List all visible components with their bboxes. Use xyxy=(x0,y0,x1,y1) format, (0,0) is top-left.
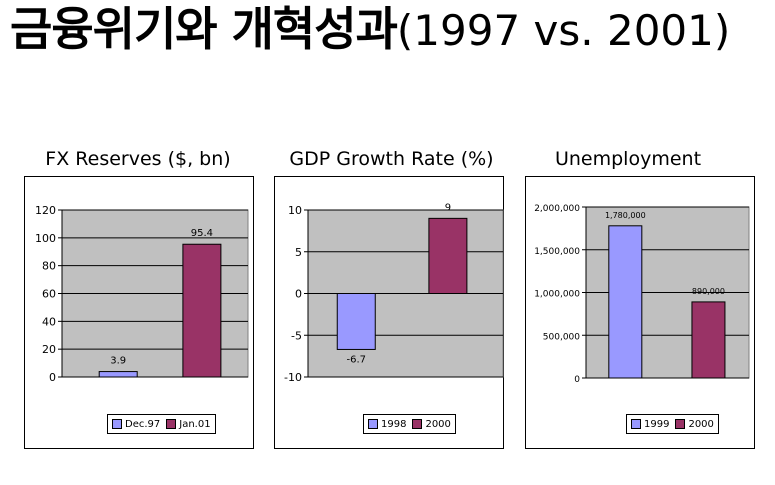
chart-plot-fx-reserves: 0 20 40 60 80 100 120 3.9 95.4 xyxy=(35,204,249,384)
page-title-rest: (1997 vs. 2001) xyxy=(396,6,731,55)
legend-item: 1998 xyxy=(368,419,406,430)
y-tick-label: -10 xyxy=(284,371,302,384)
y-tick-label: -5 xyxy=(291,329,302,342)
y-tick-label: 1,500,000 xyxy=(534,247,580,257)
data-label: -6.7 xyxy=(346,354,366,365)
y-tick-label: 2,000,000 xyxy=(534,204,580,214)
y-tick-label: 10 xyxy=(288,204,302,217)
legend-item: Dec.97 xyxy=(112,419,160,430)
chart-legend: 1998 2000 xyxy=(363,414,456,434)
chart-title-unemployment: Unemployment xyxy=(554,148,702,170)
y-tick-label: 0 xyxy=(49,371,56,384)
y-tick-label: 0 xyxy=(295,288,302,301)
page-title: 금융위기와 개혁성과(1997 vs. 2001) xyxy=(10,6,730,52)
legend-swatch xyxy=(631,419,641,429)
legend-item: Jan.01 xyxy=(166,418,211,430)
legend-label: Jan.01 xyxy=(179,418,211,430)
legend-item: 2000 xyxy=(412,418,451,430)
y-tick-label: 5 xyxy=(295,246,302,259)
legend-label: 1998 xyxy=(381,418,407,430)
chart-plot-unemployment: 0 500,000 1,000,000 1,500,000 2,000,000 1,780… xyxy=(534,204,750,385)
y-tick-label: 100 xyxy=(35,232,56,245)
legend-swatch xyxy=(675,419,686,429)
data-label: 9 xyxy=(445,202,451,213)
chart-panel-fx-reserves: 0 20 40 60 80 100 120 3.9 95.4 Dec.97 Jan.01 xyxy=(24,176,254,449)
chart-legend: 1999 2000 xyxy=(626,414,719,434)
data-label: 1,780,000 xyxy=(605,211,646,220)
y-tick-label: 120 xyxy=(35,204,56,217)
y-tick-label: 500,000 xyxy=(543,332,580,342)
bar xyxy=(336,293,376,350)
bar xyxy=(691,301,726,379)
legend-swatch xyxy=(112,419,122,429)
data-label: 890,000 xyxy=(692,287,725,296)
y-tick-label: 20 xyxy=(42,343,56,356)
y-tick-label: 80 xyxy=(42,260,56,273)
legend-item: 2000 xyxy=(675,418,714,430)
chart-legend: Dec.97 Jan.01 xyxy=(107,414,216,434)
bar xyxy=(182,243,222,378)
page-title-korean: 금융위기와 개혁성과 xyxy=(10,2,398,56)
chart-plot-gdp-growth: -10 -5 0 5 10 -6.7 9 xyxy=(284,202,504,384)
y-tick-label: 0 xyxy=(574,375,580,385)
legend-item: 1999 xyxy=(631,419,669,430)
chart-title-fx-reserves: FX Reserves ($, bn) xyxy=(45,148,231,170)
legend-label: Dec.97 xyxy=(125,418,161,430)
chart-panel-gdp-growth: -10 -5 0 5 10 -6.7 9 1998 2000 xyxy=(274,176,504,449)
chart-title-gdp-growth: GDP Growth Rate (%) xyxy=(289,148,494,170)
y-tick-label: 1,000,000 xyxy=(534,290,580,300)
data-label: 95.4 xyxy=(191,228,213,239)
bar xyxy=(608,225,643,379)
y-tick-label: 60 xyxy=(42,288,56,301)
legend-label: 2000 xyxy=(688,418,714,430)
bar xyxy=(98,371,138,378)
legend-swatch xyxy=(412,419,423,429)
y-tick-label: 40 xyxy=(42,315,56,328)
legend-label: 1999 xyxy=(644,418,670,430)
legend-label: 2000 xyxy=(425,418,451,430)
data-label: 3.9 xyxy=(110,356,126,367)
chart-panel-unemployment: 0 500,000 1,000,000 1,500,000 2,000,000 1,780… xyxy=(525,176,755,449)
legend-swatch xyxy=(368,419,378,429)
legend-swatch xyxy=(166,419,177,429)
bar xyxy=(428,217,468,294)
